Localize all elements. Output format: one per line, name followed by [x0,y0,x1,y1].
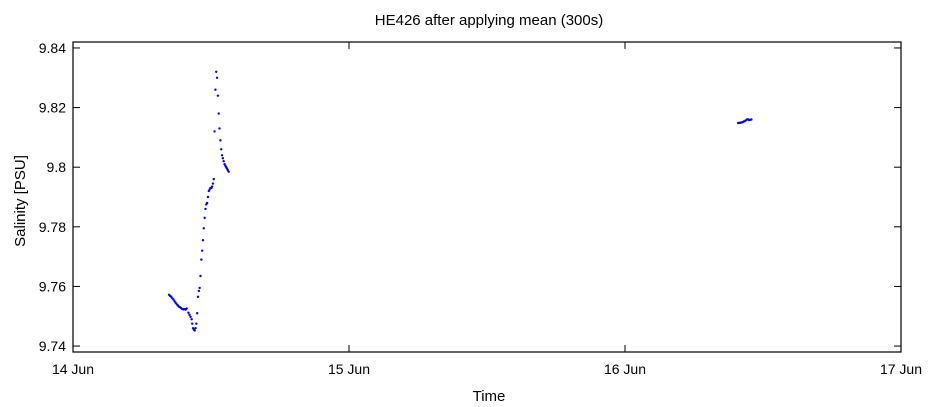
y-tick-label: 9.76 [39,278,66,294]
data-point [222,160,225,163]
data-point [204,207,207,211]
data-point [211,182,215,185]
data-point [200,258,203,261]
data-point [220,154,224,157]
data-point [213,130,216,133]
data-point [198,286,201,290]
x-tick-label: 14 Jun [52,361,94,377]
data-point [218,127,221,130]
data-point [221,157,225,160]
data-point [195,322,198,325]
data-point [172,298,175,301]
y-axis-label: Salinity [PSU] [12,155,29,247]
chart-title: HE426 after applying mean (300s) [375,12,603,29]
data-points [167,70,753,332]
data-point [185,307,188,310]
data-point [220,148,223,151]
axis-ticks: 14 Jun 15 Jun 16 Jun 17 Jun 9.74 9.76 9.78 9.8 9… [39,40,922,377]
y-tick-label: 9.82 [39,100,66,116]
data-point [203,216,206,220]
data-point [219,139,222,142]
plot-area-frame [72,41,902,353]
data-point [188,313,191,316]
data-point [193,329,196,332]
x-tick-label: 15 Jun [328,361,370,377]
x-tick-label: 17 Jun [880,361,922,377]
data-point [215,76,219,79]
data-point [190,318,193,321]
x-axis-label: Time [473,388,506,405]
data-point [214,88,217,91]
data-point [210,185,214,188]
data-point [206,195,210,199]
data-point [197,289,201,293]
data-point [217,112,220,115]
data-point [205,201,209,205]
data-point [187,311,190,314]
data-point [191,322,194,325]
y-tick-label: 9.8 [47,159,67,175]
y-tick-label: 9.78 [39,219,66,235]
data-point [199,274,202,278]
data-point [196,295,200,299]
data-point [216,94,220,97]
data-point [201,239,205,242]
data-point [750,118,753,121]
y-tick-label: 9.74 [39,338,66,354]
data-point [215,70,218,74]
data-point [202,227,206,230]
data-point [196,312,199,315]
x-tick-label: 16 Jun [604,361,646,377]
data-point [227,170,230,173]
data-point [189,315,192,319]
data-point [194,326,197,330]
data-point [200,249,204,252]
y-tick-label: 9.84 [39,40,66,56]
data-point [212,177,215,181]
